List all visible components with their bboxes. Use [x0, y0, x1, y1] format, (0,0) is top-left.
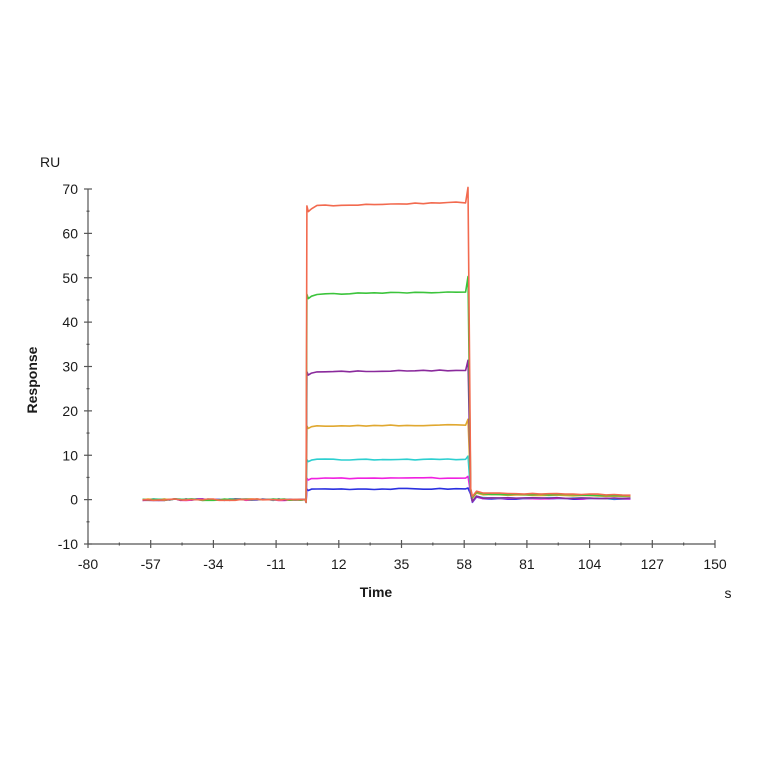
y-tick-label: 0	[70, 492, 78, 508]
y-tick-label: 50	[62, 270, 78, 286]
y-tick-label: 70	[62, 181, 78, 197]
y-tick-label: 10	[62, 447, 78, 463]
x-tick-label: 12	[331, 556, 347, 572]
x-tick-label: 35	[394, 556, 410, 572]
x-tick-label: 150	[703, 556, 727, 572]
x-ticks: -80 -57 -34 -11 12 35 58 81 104 127 150	[78, 540, 727, 572]
x-tick-label: 58	[456, 556, 472, 572]
x-unit-label: s	[725, 585, 732, 601]
series-group	[142, 186, 631, 504]
y-unit-label: RU	[40, 154, 60, 170]
y-tick-label: 20	[62, 403, 78, 419]
x-tick-label: 81	[519, 556, 535, 572]
y-tick-label: 30	[62, 359, 78, 375]
series-curve-3	[142, 359, 631, 504]
x-tick-label: -34	[203, 556, 223, 572]
x-axis-title: Time	[360, 584, 393, 600]
x-tick-label: -11	[266, 556, 285, 572]
x-tick-label: -57	[141, 556, 161, 572]
x-tick-label: 104	[578, 556, 602, 572]
y-tick-label: 40	[62, 314, 78, 330]
y-ticks: -10 0 10 20 30 40 50 60 70	[58, 181, 92, 552]
y-tick-label: -10	[58, 536, 78, 552]
y-tick-label: 60	[62, 225, 78, 241]
series-curve-2	[142, 275, 631, 504]
series-curve-1	[142, 186, 631, 504]
x-tick-label: -80	[78, 556, 98, 572]
y-axis-title: Response	[24, 346, 40, 413]
x-tick-label: 127	[641, 556, 665, 572]
axes: -10 0 10 20 30 40 50 60 70 -80 -57 -34 -11 12 35 58 81 1…	[58, 181, 727, 572]
